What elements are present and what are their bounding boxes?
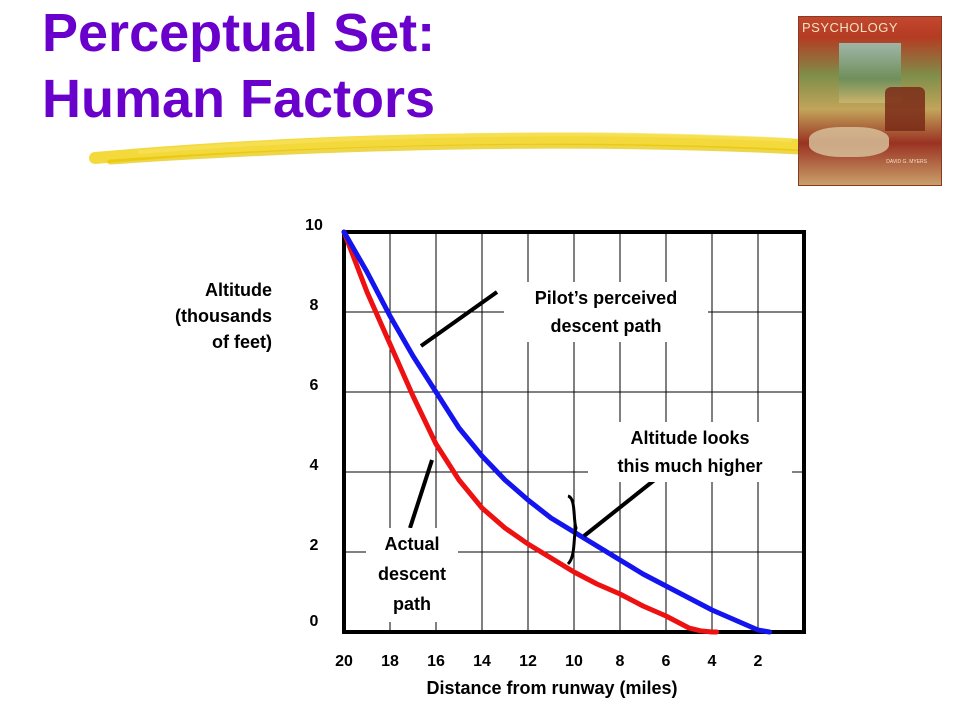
- x-tick-label: 8: [616, 653, 625, 670]
- higher-pointer-line: [582, 476, 659, 538]
- perceived-annotation-line: Pilot’s perceived: [535, 288, 677, 308]
- book-cover-chair-art: [885, 87, 925, 131]
- title-underline-stroke: [89, 132, 826, 165]
- y-tick-label: 4: [310, 457, 319, 474]
- perceived-annotation-background: [504, 282, 708, 342]
- x-tick-label: 16: [427, 653, 445, 670]
- book-cover-title: PSYCHOLOGY: [802, 20, 899, 35]
- y-axis-label-line: Altitude: [205, 280, 272, 300]
- x-tick-label: 2: [754, 653, 763, 670]
- x-tick-label: 10: [565, 653, 583, 670]
- plot-frame: [342, 230, 806, 634]
- y-tick-label: 2: [310, 537, 319, 554]
- higher-annotation-background: [588, 422, 792, 482]
- book-cover-image: PSYCHOLOGY DAVID G. MYERS: [798, 16, 942, 186]
- higher-annotation-text: Altitude looks this much higher: [617, 428, 762, 476]
- actual-pointer-line: [408, 459, 434, 529]
- actual-annotation-line: descent: [378, 564, 446, 584]
- chart-series: [341, 229, 772, 635]
- chart-annotations: Pilot’s perceived descent path Altitude lo…: [366, 282, 792, 622]
- x-axis-label: Distance from runway (miles): [426, 678, 677, 698]
- page-title: Perceptual Set: Human Factors: [42, 0, 435, 132]
- y-axis-label-line: (thousands: [175, 306, 272, 326]
- y-tick-label: 0: [310, 613, 319, 630]
- x-tick-label: 20: [335, 653, 353, 670]
- y-tick-label: 10: [305, 217, 323, 234]
- y-tick-label: 6: [310, 377, 319, 394]
- x-tick-label: 14: [473, 653, 491, 670]
- altitude-difference-brace: [566, 494, 578, 566]
- y-axis-label: Altitude (thousands of feet): [175, 280, 272, 352]
- perceived-annotation-line: descent path: [550, 316, 661, 336]
- annotation-pointers: [408, 290, 659, 566]
- x-tick-label: 18: [381, 653, 399, 670]
- actual-annotation-background: [366, 528, 458, 622]
- perceived-pointer-line: [419, 290, 499, 348]
- actual-descent-path-line: [341, 229, 720, 635]
- y-axis-label-line: of feet): [212, 332, 272, 352]
- y-tick-label: 8: [310, 297, 319, 314]
- title-line-1: Perceptual Set:: [42, 3, 436, 63]
- perceived-annotation-text: Pilot’s perceived descent path: [535, 288, 677, 336]
- actual-annotation-line: Actual: [384, 534, 439, 554]
- actual-annotation-text: Actual descent path: [378, 534, 446, 614]
- title-line-2: Human Factors: [42, 69, 436, 129]
- higher-annotation-line: Altitude looks: [630, 428, 749, 448]
- higher-annotation-line: this much higher: [617, 456, 762, 476]
- x-tick-label: 4: [708, 653, 717, 670]
- x-tick-label: 12: [519, 653, 537, 670]
- perceived-descent-path-line: [341, 229, 772, 635]
- book-cover-author: DAVID G. MYERS: [886, 159, 927, 165]
- x-tick-label: 6: [662, 653, 671, 670]
- book-cover-table-art: [809, 127, 889, 157]
- actual-annotation-line: path: [393, 594, 431, 614]
